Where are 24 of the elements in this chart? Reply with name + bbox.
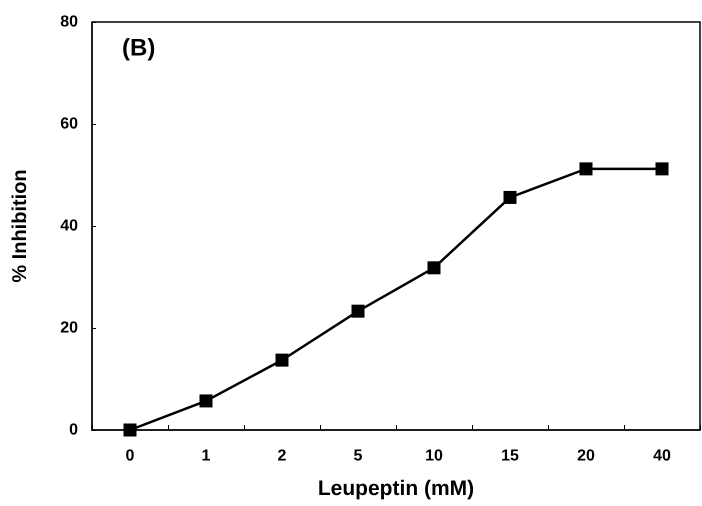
point: [580, 162, 592, 176]
x-tick-label: 0: [126, 448, 135, 464]
x-tick-label: 1: [202, 448, 211, 464]
point: [428, 261, 440, 274]
annotation: (B): [122, 34, 156, 62]
x-tick-label: 5: [354, 448, 363, 464]
x-tick-label: 10: [425, 448, 443, 464]
point: [276, 354, 288, 367]
point: [656, 162, 668, 176]
y-axis-title: % Inhibition: [9, 169, 31, 283]
point: [200, 394, 212, 408]
point: [504, 190, 516, 204]
x-tick-label: 2: [278, 448, 287, 464]
x-tick-label: 20: [577, 448, 595, 464]
x-tick-label: 15: [501, 448, 519, 464]
point: [124, 424, 136, 436]
x-axis-title: Leupeptin (mM): [318, 477, 474, 500]
y-tick-label: 20: [60, 320, 78, 336]
y-tick-label: 60: [60, 116, 78, 132]
point: [352, 304, 364, 318]
x-tick-label: 40: [653, 448, 671, 464]
y-tick-label: 0: [69, 422, 78, 438]
y-tick-label: 80: [60, 14, 78, 30]
y-tick-label: 40: [60, 218, 78, 234]
